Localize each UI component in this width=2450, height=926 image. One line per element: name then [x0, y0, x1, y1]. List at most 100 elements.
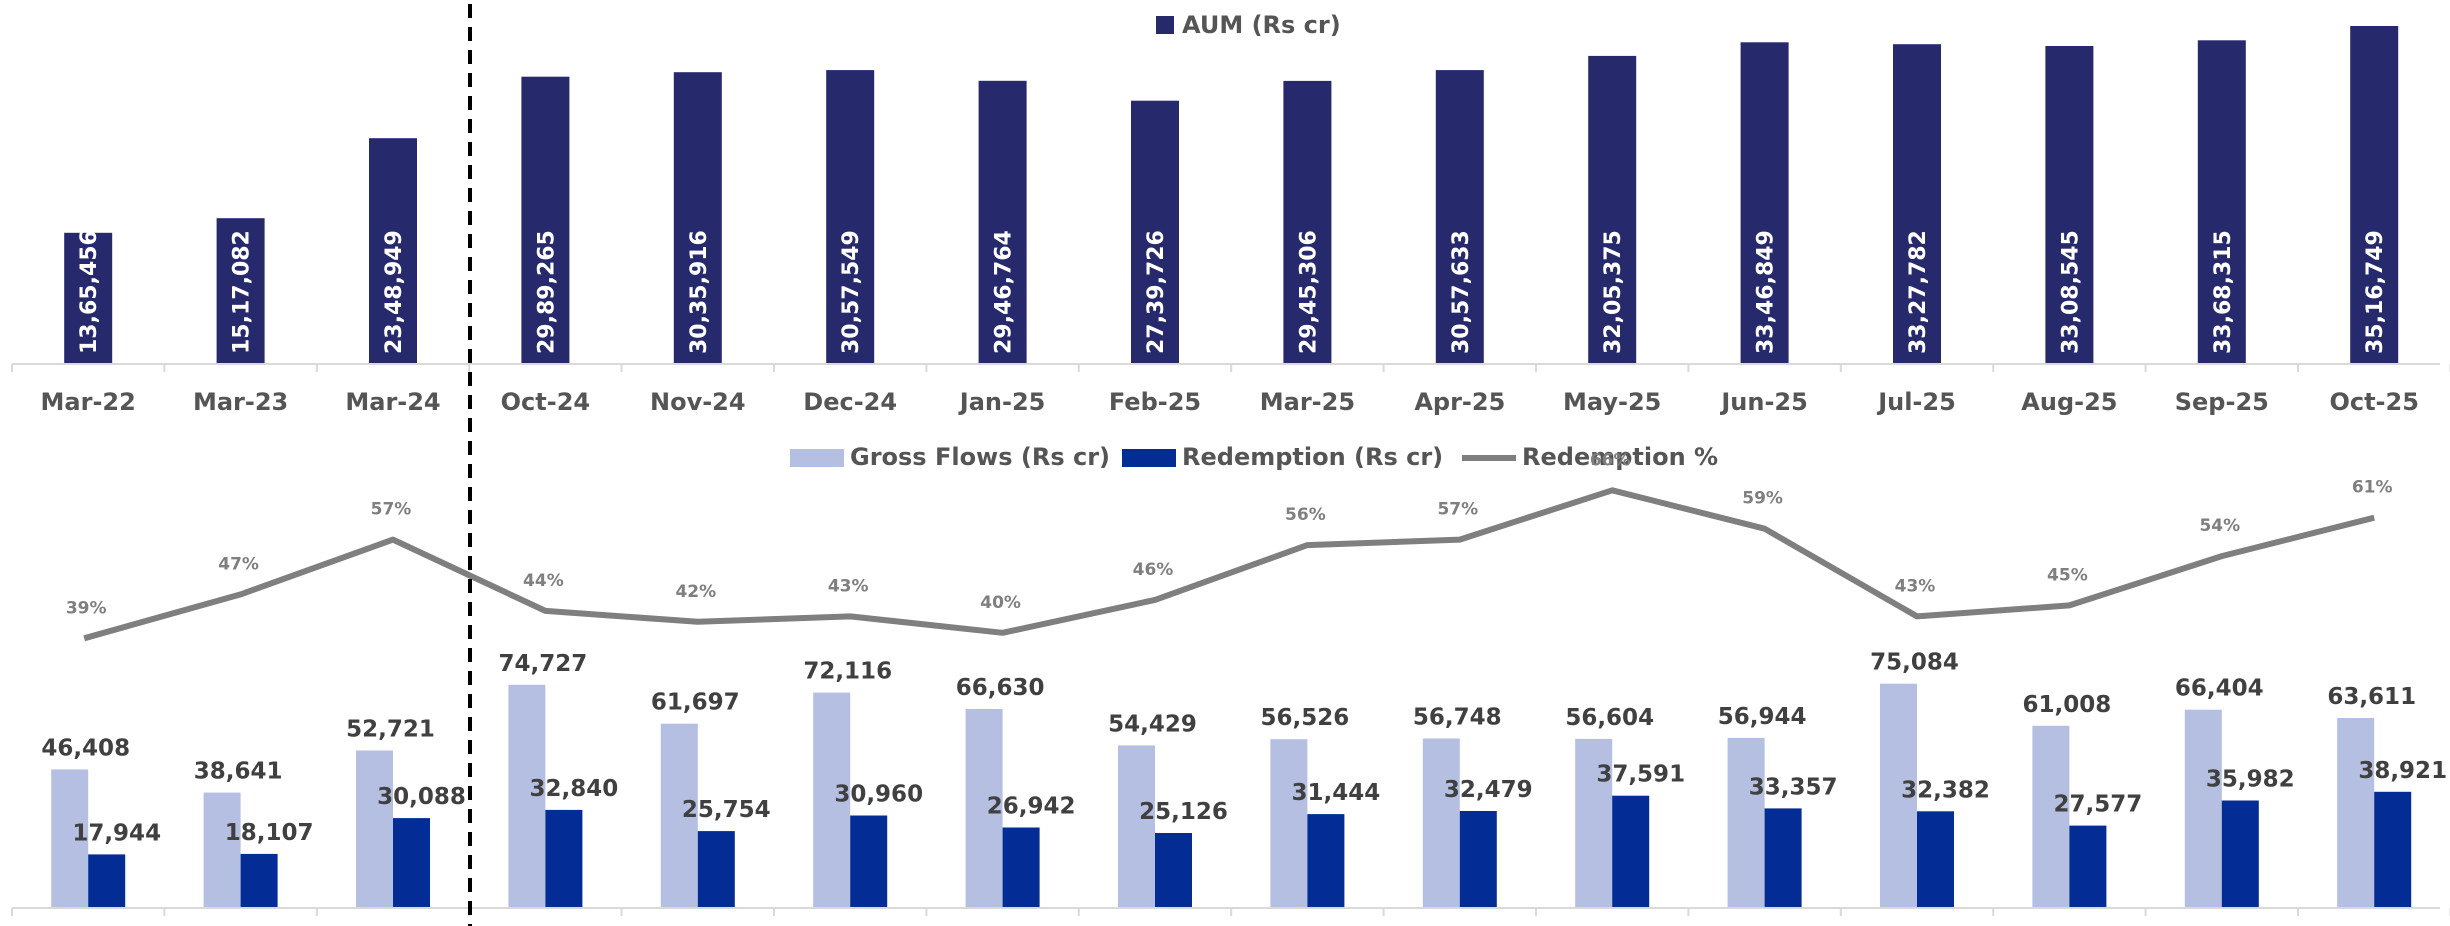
redemption-bar-feb-25	[1155, 833, 1192, 908]
gross-flows-value-label-mar-23: 38,641	[194, 759, 283, 785]
gross-flows-bar-jun-25	[1727, 737, 1765, 908]
category-label-oct-24: Oct-24	[501, 388, 590, 416]
redemption-legend-label: Redemption (Rs cr)	[1182, 443, 1443, 471]
aum-legend-label: AUM (Rs cr)	[1182, 11, 1341, 39]
aum-value-label-jun-25: 33,46,849	[1754, 230, 1779, 354]
redemption-value-label-sep-25: 35,982	[2206, 767, 2295, 793]
redemption-value-label-mar-23: 18,107	[225, 820, 314, 846]
redemption-value-label-aug-25: 27,577	[2054, 792, 2143, 818]
redemption-bar-mar-23	[240, 853, 278, 908]
gross-flows-bar-jan-25	[965, 709, 1003, 908]
gross-flows-value-label-mar-24: 52,721	[346, 717, 435, 743]
redemption-pct-label-dec-24: 43%	[828, 576, 869, 596]
redemption-pct-label-aug-25: 45%	[2047, 565, 2088, 585]
aum-value-label-aug-25: 33,08,545	[2058, 230, 2083, 354]
aum-value-label-oct-24: 29,89,265	[534, 230, 559, 354]
aum-bar-mar-22	[64, 232, 113, 364]
category-label-mar-23: Mar-23	[193, 388, 288, 416]
aum-bar-aug-25	[2045, 46, 2094, 364]
aum-bar-dec-24	[826, 70, 875, 364]
gross-flows-bar-sep-25	[2184, 709, 2222, 908]
gross-flows-bar-may-25	[1575, 738, 1613, 908]
gross-flows-value-label-may-25: 56,604	[1565, 705, 1654, 731]
category-label-nov-24: Nov-24	[650, 388, 746, 416]
gross-flows-bar-jul-25	[1880, 683, 1917, 908]
gross-flows-bar-aug-25	[2032, 725, 2070, 908]
gross-flows-bar-apr-25	[1422, 738, 1460, 908]
aum-value-label-sep-25: 33,68,315	[2211, 230, 2236, 354]
gross-flows-bar-nov-24	[660, 723, 698, 908]
aum-bar-may-25	[1588, 55, 1637, 365]
aum-legend-swatch	[1156, 16, 1174, 34]
top-x-ticks	[11, 364, 2450, 372]
gross-flows-value-label-dec-24: 72,116	[803, 659, 892, 685]
gross-flows-value-label-jul-25: 75,084	[1870, 650, 1959, 676]
category-label-may-25: May-25	[1563, 388, 1661, 416]
category-label-feb-25: Feb-25	[1109, 388, 1201, 416]
redemption-pct-line: 39% 47% 57% 44% 42% 43% 40% 46% 56% 57% 66% 59% 43% 4…	[66, 450, 2393, 642]
redemption-value-label-mar-24: 30,088	[377, 784, 466, 810]
gross-flows-value-label-sep-25: 66,404	[2175, 676, 2264, 702]
gross-flows-bar-oct-24	[508, 684, 546, 908]
redemption-bar-nov-24	[697, 831, 735, 908]
aum-value-label-nov-24: 30,35,916	[687, 230, 712, 354]
aum-value-label-oct-25: 35,16,749	[2363, 230, 2388, 354]
redemption-bar-mar-24	[393, 818, 430, 908]
gross-flows-bar-dec-24	[813, 692, 851, 908]
redemption-value-label-apr-25: 32,479	[1444, 777, 1533, 803]
redemption-pct-polyline	[83, 487, 2375, 642]
aum-bar-jan-25	[978, 80, 1027, 365]
redemption-value-label-mar-25: 31,444	[1292, 780, 1381, 806]
aum-bar-nov-24	[673, 72, 722, 364]
bottom-x-ticks	[11, 908, 2450, 916]
aum-value-label-dec-24: 30,57,549	[839, 230, 864, 354]
redemption-bar-may-25	[1612, 795, 1650, 908]
aum-legend: AUM (Rs cr)	[1156, 11, 1341, 39]
redemption-value-label-mar-22: 17,944	[72, 820, 161, 846]
aum-bar-apr-25	[1435, 70, 1484, 364]
redemption-bar-jan-25	[1002, 827, 1040, 908]
aum-bar-jun-25	[1740, 42, 1789, 365]
gross-flows-value-label-feb-25: 54,429	[1108, 711, 1197, 737]
redemption-pct-label-may-25: 66%	[1590, 450, 1631, 470]
aum-bars: 13,65,456 15,17,082 23,48,949 29,89,265 30,3…	[64, 26, 2399, 365]
gross-flows-bar-oct-25	[2337, 718, 2375, 908]
redemption-pct-label-mar-24: 57%	[371, 500, 412, 520]
aum-value-label-mar-23: 15,17,082	[230, 230, 255, 354]
aum-value-label-mar-24: 23,48,949	[382, 230, 407, 354]
category-label-jun-25: Jun-25	[1719, 388, 1807, 416]
redemption-value-label-may-25: 37,591	[1596, 762, 1685, 788]
aum-value-label-jul-25: 33,27,782	[1906, 230, 1931, 354]
gross-flows-value-label-apr-25: 56,748	[1413, 705, 1502, 731]
redemption-pct-label-mar-23: 47%	[218, 554, 259, 574]
redemption-value-label-oct-24: 32,840	[530, 776, 619, 802]
aum-value-label-feb-25: 27,39,726	[1144, 230, 1169, 354]
category-label-oct-25: Oct-25	[2329, 388, 2418, 416]
category-label-mar-24: Mar-24	[345, 388, 440, 416]
gross-flows-legend-swatch	[790, 449, 844, 467]
redemption-pct-label-apr-25: 57%	[1437, 500, 1478, 520]
redemption-value-label-nov-24: 25,754	[682, 797, 771, 823]
redemption-bar-oct-25	[2374, 791, 2412, 908]
redemption-pct-label-mar-25: 56%	[1285, 505, 1326, 525]
redemption-bar-jul-25	[1917, 811, 1954, 908]
redemption-bar-sep-25	[2221, 800, 2259, 908]
gross-flows-bar-mar-23	[203, 792, 241, 908]
redemption-bar-dec-24	[850, 815, 888, 908]
aum-bar-mar-24	[369, 138, 417, 364]
redemption-bar-jun-25	[1764, 808, 1802, 908]
redemption-pct-label-mar-22: 39%	[66, 598, 107, 618]
aum-bar-mar-23	[216, 218, 265, 364]
aum-bar-jul-25	[1893, 44, 1941, 364]
gross-flows-value-label-oct-25: 63,611	[2327, 684, 2416, 710]
category-label-aug-25: Aug-25	[2021, 388, 2117, 416]
redemption-pct-label-jul-25: 43%	[1895, 576, 1936, 596]
category-labels: Mar-22 Mar-23 Mar-24 Oct-24 Nov-24 Dec-24 Jan-…	[41, 388, 2419, 416]
category-label-dec-24: Dec-24	[803, 388, 897, 416]
redemption-pct-label-sep-25: 54%	[2199, 516, 2240, 536]
gross-flows-value-label-nov-24: 61,697	[651, 690, 740, 716]
redemption-bar-apr-25	[1459, 811, 1497, 908]
gross-flows-value-label-aug-25: 61,008	[2023, 692, 2112, 718]
gross-flows-legend-label: Gross Flows (Rs cr)	[850, 443, 1110, 471]
redemption-bar-oct-24	[545, 809, 583, 908]
